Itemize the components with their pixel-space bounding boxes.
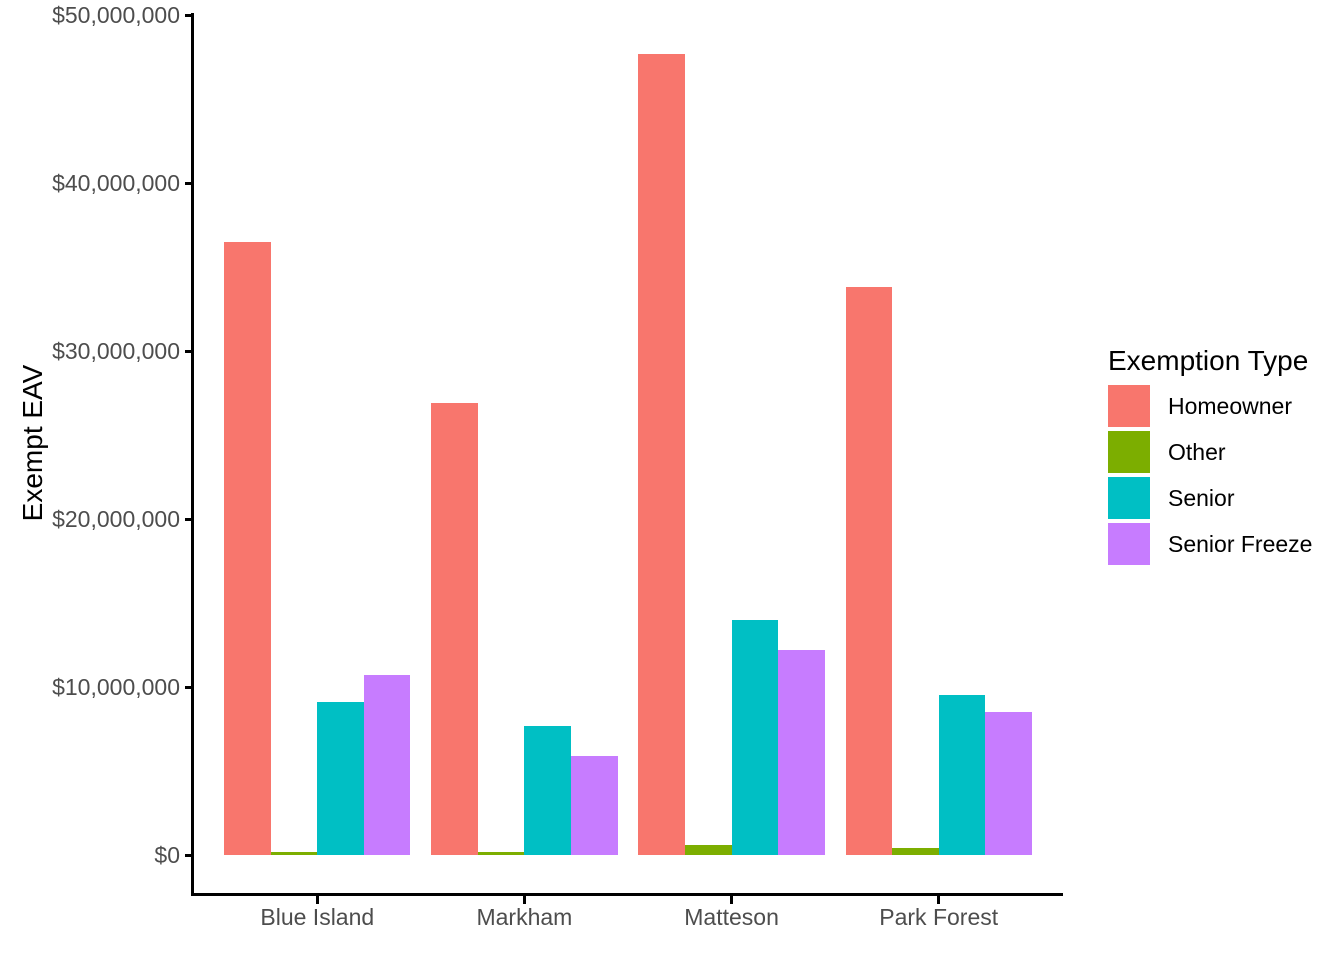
legend-item: Senior	[1108, 477, 1312, 519]
y-tick-mark	[185, 349, 193, 353]
x-tick-label: Park Forest	[879, 904, 999, 930]
x-tick-mark	[522, 896, 526, 904]
x-tick-mark	[937, 896, 941, 904]
x-tick-mark	[730, 896, 734, 904]
y-tick-mark	[185, 517, 193, 521]
legend-title: Exemption Type	[1108, 345, 1309, 376]
legend-item: Other	[1108, 431, 1312, 473]
bar-markham-homeowner	[431, 403, 478, 855]
legend-label: Senior	[1168, 484, 1235, 511]
y-tick-mark	[185, 853, 193, 857]
x-tick-label: Blue Island	[260, 904, 375, 930]
bar-matteson-senior	[731, 619, 779, 855]
bar-matteson-other	[684, 844, 732, 855]
y-tick-mark	[185, 13, 193, 17]
bar-matteson-homeowner	[638, 53, 685, 855]
y-tick-mark	[185, 181, 193, 185]
legend-swatch-senior-freeze	[1108, 523, 1150, 565]
y-tick-label: $20,000,000	[52, 506, 180, 532]
bar-park-forest-senior	[938, 695, 986, 855]
legend-swatch-homeowner	[1108, 385, 1150, 427]
y-axis-title: Exempt EAV	[17, 364, 48, 522]
legend-swatch-other	[1108, 431, 1150, 473]
legend-items: Homeowner Other Senior Senior Freeze	[1108, 385, 1312, 565]
x-axis-line	[191, 893, 1063, 896]
y-tick-label: $0	[154, 842, 180, 868]
bar-markham-senior	[524, 725, 572, 855]
y-tick-label: $50,000,000	[52, 2, 180, 28]
x-tick-label: Matteson	[684, 904, 779, 930]
x-tick-label: Markham	[476, 904, 573, 930]
legend-item: Senior Freeze	[1108, 523, 1312, 565]
bar-blue-island-other	[270, 851, 318, 855]
legend: Exemption Type Homeowner Other Senior Senio…	[1108, 344, 1312, 569]
legend-label: Homeowner	[1168, 392, 1292, 419]
bar-park-forest-other	[892, 848, 939, 855]
bar-park-forest-senior-freeze	[985, 712, 1032, 855]
bar-blue-island-senior-freeze	[363, 675, 411, 855]
y-axis-line	[191, 13, 194, 896]
y-tick-label: $30,000,000	[52, 338, 180, 364]
y-tick-label: $40,000,000	[52, 170, 180, 196]
y-tick-label: $10,000,000	[52, 674, 180, 700]
bar-blue-island-senior	[317, 702, 364, 855]
y-tick-mark	[185, 685, 193, 689]
legend-label: Senior Freeze	[1168, 530, 1313, 557]
bar-markham-senior-freeze	[571, 755, 618, 855]
legend-swatch-senior	[1108, 477, 1150, 519]
bar-blue-island-homeowner	[224, 241, 271, 855]
legend-item: Homeowner	[1108, 385, 1312, 427]
legend-label: Other	[1168, 438, 1226, 465]
bar-markham-other	[477, 851, 525, 855]
bar-matteson-senior-freeze	[778, 650, 825, 855]
bar-park-forest-homeowner	[845, 287, 893, 855]
x-tick-mark	[315, 896, 319, 904]
